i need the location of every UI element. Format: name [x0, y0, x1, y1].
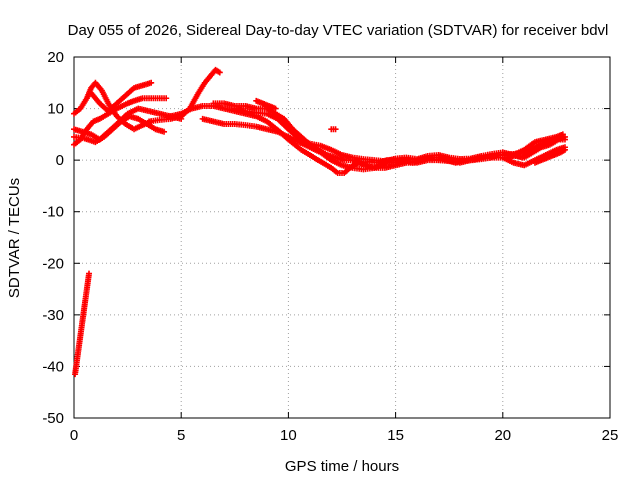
axis-ticks: 0 5 10 15 20 25 -50 -40 -30 -20 -10 0 10 20 [42, 49, 618, 444]
y-tick-label: -50 [42, 410, 64, 427]
data-point [163, 95, 170, 102]
y-tick-label: -20 [42, 255, 64, 272]
plot-frame [73, 56, 611, 419]
x-tick-label: 20 [494, 427, 511, 444]
data-point [561, 136, 568, 143]
data-point [561, 146, 568, 153]
y-tick-label: -30 [42, 307, 64, 324]
data-point [272, 105, 279, 112]
series-trace-d [88, 79, 155, 115]
series-trace-j [253, 97, 279, 112]
chart-title: Day 055 of 2026, Sidereal Day-to-day VTE… [68, 22, 609, 39]
data-point [161, 128, 168, 135]
data-point [86, 270, 93, 277]
data-point [559, 131, 566, 138]
x-tick-label: 25 [602, 427, 619, 444]
data-points [71, 66, 568, 378]
series-trace-i [231, 105, 566, 165]
x-tick-label: 10 [280, 427, 297, 444]
x-tick-label: 15 [387, 427, 404, 444]
series-trace-k [531, 146, 568, 166]
data-point [148, 79, 155, 86]
y-tick-label: 20 [47, 49, 64, 66]
data-point [332, 126, 339, 133]
y-tick-label: 10 [47, 101, 64, 118]
y-tick-label: -10 [42, 204, 64, 221]
series-main-trace [167, 102, 568, 177]
series-trace-l [506, 149, 532, 161]
x-tick-label: 0 [70, 427, 78, 444]
data-point [216, 69, 223, 76]
data-point [525, 149, 532, 156]
series-steep-trace [72, 270, 93, 378]
series-isolated [328, 126, 339, 133]
x-tick-label: 5 [177, 427, 185, 444]
y-tick-label: -40 [42, 358, 64, 375]
x-axis-label: GPS time / hours [285, 458, 399, 475]
y-tick-label: 0 [56, 152, 64, 169]
y-axis-label: SDTVAR / TECUs [6, 178, 23, 298]
series-trace-e [71, 113, 168, 146]
